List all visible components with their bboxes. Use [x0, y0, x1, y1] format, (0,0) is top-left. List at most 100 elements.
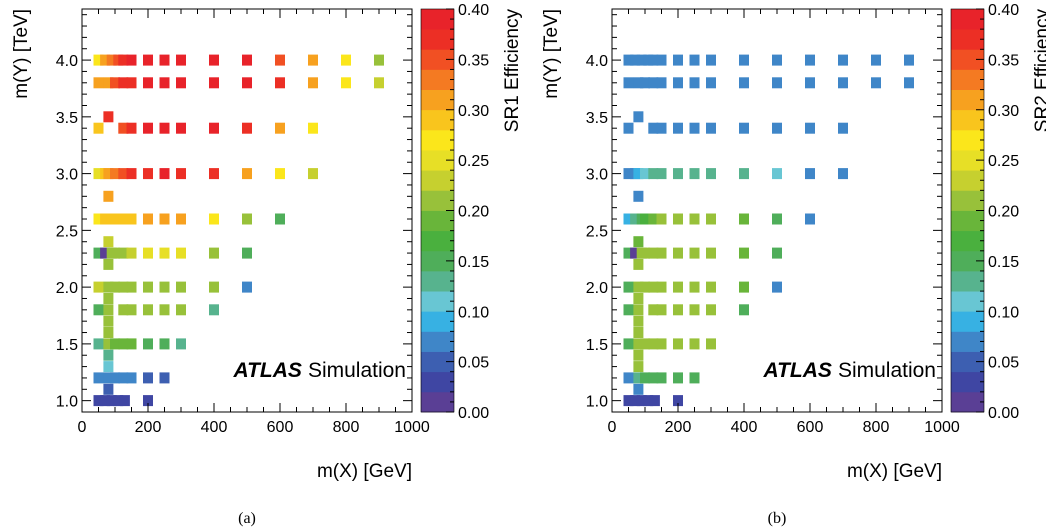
- heatmap-cell: [103, 338, 114, 350]
- colorbar-segment: [951, 250, 984, 272]
- heatmap-cell: [143, 213, 153, 225]
- colorbar-segment: [951, 190, 984, 211]
- heatmap-cell: [176, 213, 186, 225]
- heatmap-cell: [118, 372, 129, 384]
- colorbar-segment: [951, 351, 984, 373]
- heatmap-cell: [623, 77, 634, 89]
- heatmap-cell: [689, 281, 700, 293]
- heatmap-cell: [93, 247, 104, 259]
- colorbar-segment: [951, 371, 984, 393]
- heatmap-cell: [143, 54, 153, 66]
- heatmap-cell: [159, 54, 170, 66]
- heatmap-cell: [706, 168, 716, 180]
- heatmap-cell: [106, 54, 117, 66]
- x-tick-label: 200: [665, 419, 692, 436]
- heatmap-cell: [640, 372, 650, 384]
- x-tick-label: 200: [135, 419, 162, 436]
- heatmap-cell: [838, 122, 848, 134]
- heatmap-cell: [143, 247, 153, 259]
- colorbar-segment: [951, 210, 984, 232]
- heatmap-cell: [772, 281, 782, 293]
- heatmap-cell: [341, 77, 351, 89]
- heatmap-cell: [110, 281, 120, 293]
- heatmap-cell: [126, 281, 137, 293]
- colorbar-segment: [951, 69, 984, 90]
- heatmap-cell: [176, 54, 186, 66]
- z-tick-label: 0.10: [988, 304, 1019, 321]
- heatmap-cell: [143, 395, 153, 407]
- colorbar-segment: [951, 291, 984, 312]
- heatmap-cell: [673, 77, 683, 89]
- colorbar-segment: [421, 150, 454, 171]
- heatmap-cell: [110, 77, 120, 89]
- colorbar-title: SR1 Efficiency: [502, 9, 523, 133]
- x-tick-label: 0: [78, 419, 87, 436]
- colorbar-segment: [951, 311, 984, 332]
- heatmap-cell: [706, 77, 716, 89]
- heatmap-cell: [118, 122, 129, 134]
- heatmap-cell: [656, 54, 667, 66]
- heatmap-cell: [673, 338, 683, 350]
- heatmap-cell: [159, 168, 170, 180]
- heatmap-cell: [176, 77, 186, 89]
- z-tick-label: 0.15: [458, 254, 489, 271]
- z-tick-label: 0.05: [988, 355, 1019, 372]
- heatmap-cell: [649, 395, 660, 407]
- colorbar-segment: [421, 9, 454, 30]
- z-tick-label: 0.10: [458, 304, 489, 321]
- colorbar-segment: [421, 351, 454, 373]
- heatmap-cell: [242, 168, 252, 180]
- heatmap-cell: [805, 77, 815, 89]
- colorbar-segment: [421, 109, 454, 131]
- heatmap-cell: [159, 304, 170, 316]
- heatmap-cell: [113, 395, 124, 407]
- heatmap-cell: [739, 122, 749, 134]
- heatmap-cell: [110, 168, 120, 180]
- heatmap-cell: [118, 247, 129, 259]
- heatmap-cell: [640, 338, 650, 350]
- heatmap-cell: [633, 304, 644, 316]
- z-tick-label: 0.00: [988, 405, 1019, 422]
- heatmap-cell: [118, 168, 129, 180]
- heatmap-cell: [93, 213, 104, 225]
- heatmap-cell: [341, 54, 351, 66]
- heatmap-cell: [623, 281, 634, 293]
- heatmap-cell: [126, 122, 137, 134]
- heatmap-cell: [103, 372, 114, 384]
- y-tick-label: 3.0: [56, 167, 78, 184]
- heatmap-cell: [805, 122, 815, 134]
- colorbar-segment: [421, 190, 454, 211]
- heatmap-cell: [656, 247, 667, 259]
- heatmap-cell: [673, 372, 683, 384]
- panel-caption: (b): [768, 510, 787, 527]
- heatmap-cell: [673, 247, 683, 259]
- heatmap-cell: [93, 281, 104, 293]
- heatmap-cell: [739, 304, 749, 316]
- heatmap-cell: [689, 247, 700, 259]
- heatmap-cell: [126, 304, 137, 316]
- heatmap-cell: [209, 77, 219, 89]
- heatmap-cell: [308, 54, 318, 66]
- heatmap-cell: [118, 304, 129, 316]
- heatmap-cell: [630, 213, 641, 225]
- heatmap-cell: [689, 213, 700, 225]
- z-tick-label: 0.00: [458, 405, 489, 422]
- heatmap-cell: [242, 54, 252, 66]
- heatmap-cell: [656, 281, 667, 293]
- y-tick-label: 1.0: [586, 394, 608, 411]
- heatmap-cell: [633, 338, 644, 350]
- heatmap-cell: [275, 168, 285, 180]
- heatmap-cell: [103, 190, 114, 202]
- heatmap-cell: [904, 54, 914, 66]
- z-tick-label: 0.25: [458, 153, 489, 170]
- heatmap-cell: [739, 213, 749, 225]
- heatmap-cell: [308, 168, 318, 180]
- x-tick-label: 600: [797, 419, 824, 436]
- heatmap-cell: [93, 395, 104, 407]
- heatmap-cell: [118, 54, 129, 66]
- heatmap-cell: [656, 77, 667, 89]
- heatmap-cell: [636, 395, 647, 407]
- y-tick-label: 1.5: [56, 337, 78, 354]
- atlas-label-simulation: Simulation: [838, 359, 936, 382]
- y-tick-label: 2.5: [586, 223, 608, 240]
